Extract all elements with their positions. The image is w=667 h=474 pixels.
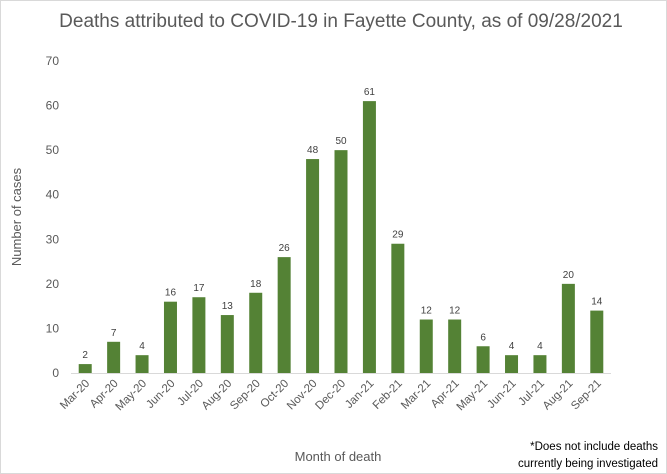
data-label: 18 — [250, 279, 262, 290]
x-axis-ticks: Mar-20Apr-20May-20Jun-20Jul-20Aug-20Sep-… — [58, 378, 604, 414]
x-tick-label: Aug-20 — [200, 378, 235, 413]
x-tick-label: Sep-21 — [569, 378, 604, 413]
data-label: 2 — [82, 350, 88, 361]
bar — [334, 150, 348, 373]
data-label: 26 — [279, 243, 291, 254]
bars — [78, 101, 604, 373]
data-label: 6 — [480, 332, 486, 343]
bar — [277, 257, 291, 373]
data-label: 14 — [591, 297, 603, 308]
footnote-line-1: *Does not include deaths — [530, 441, 658, 453]
x-tick-label: Mar-21 — [399, 378, 433, 412]
data-label: 17 — [193, 283, 205, 294]
bar — [505, 355, 519, 373]
footnote-line-2: currently being investigated — [518, 458, 658, 470]
x-tick-label: May-21 — [455, 378, 491, 414]
bar — [192, 297, 206, 373]
data-label: 29 — [392, 230, 404, 241]
bar — [533, 355, 547, 373]
y-tick-label: 50 — [46, 143, 60, 157]
bar — [590, 310, 604, 373]
x-tick-label: May-20 — [114, 378, 150, 414]
y-tick-label: 30 — [46, 232, 60, 246]
bar — [249, 292, 263, 373]
data-label: 4 — [509, 341, 515, 352]
data-label: 48 — [307, 145, 319, 156]
bar — [220, 315, 234, 373]
data-label: 13 — [222, 301, 234, 312]
y-tick-label: 70 — [46, 54, 60, 68]
bar — [362, 101, 376, 373]
x-tick-label: Dec-20 — [313, 378, 348, 413]
bar — [476, 346, 490, 373]
chart-title: Deaths attributed to COVID-19 in Fayette… — [59, 11, 623, 32]
bar — [391, 243, 405, 373]
data-label: 20 — [563, 270, 575, 281]
y-tick-label: 10 — [46, 321, 60, 335]
data-label: 4 — [139, 341, 145, 352]
y-tick-label: 20 — [46, 277, 60, 291]
bar — [135, 355, 149, 373]
bar — [419, 319, 433, 373]
data-label: 61 — [364, 87, 376, 98]
data-label: 16 — [165, 288, 177, 299]
data-label: 7 — [111, 328, 117, 339]
bar — [448, 319, 462, 373]
data-labels: 2 7 4 16 17 13 18 26 48 50 61 29 12 12 6 4 4 20 14 — [82, 87, 602, 361]
bar — [107, 341, 121, 373]
data-label: 12 — [421, 306, 433, 317]
x-axis-title: Month of death — [295, 449, 382, 464]
data-label: 50 — [335, 136, 347, 147]
y-tick-label: 0 — [52, 366, 59, 380]
x-tick-label: Nov-20 — [285, 378, 320, 413]
data-label: 4 — [537, 341, 543, 352]
footnote: *Does not include deaths currently being… — [518, 439, 658, 473]
x-tick-label: Feb-21 — [371, 378, 405, 412]
bar — [163, 301, 177, 373]
y-tick-label: 60 — [46, 99, 60, 113]
x-tick-label: Jan-21 — [343, 378, 376, 411]
x-tick-label: Aug-21 — [541, 378, 576, 413]
x-tick-label: Sep-20 — [228, 378, 263, 413]
bar — [306, 159, 320, 373]
bar — [78, 364, 92, 373]
bar — [561, 283, 575, 373]
x-tick-label: Mar-20 — [58, 378, 92, 412]
x-tick-label: Jun-20 — [144, 378, 177, 411]
y-axis-title: Number of cases — [9, 167, 24, 266]
data-label: 12 — [449, 306, 461, 317]
x-tick-label: Jun-21 — [485, 378, 518, 411]
y-axis-ticks: 0 10 20 30 40 50 60 70 — [46, 54, 60, 380]
y-tick-label: 40 — [46, 188, 60, 202]
